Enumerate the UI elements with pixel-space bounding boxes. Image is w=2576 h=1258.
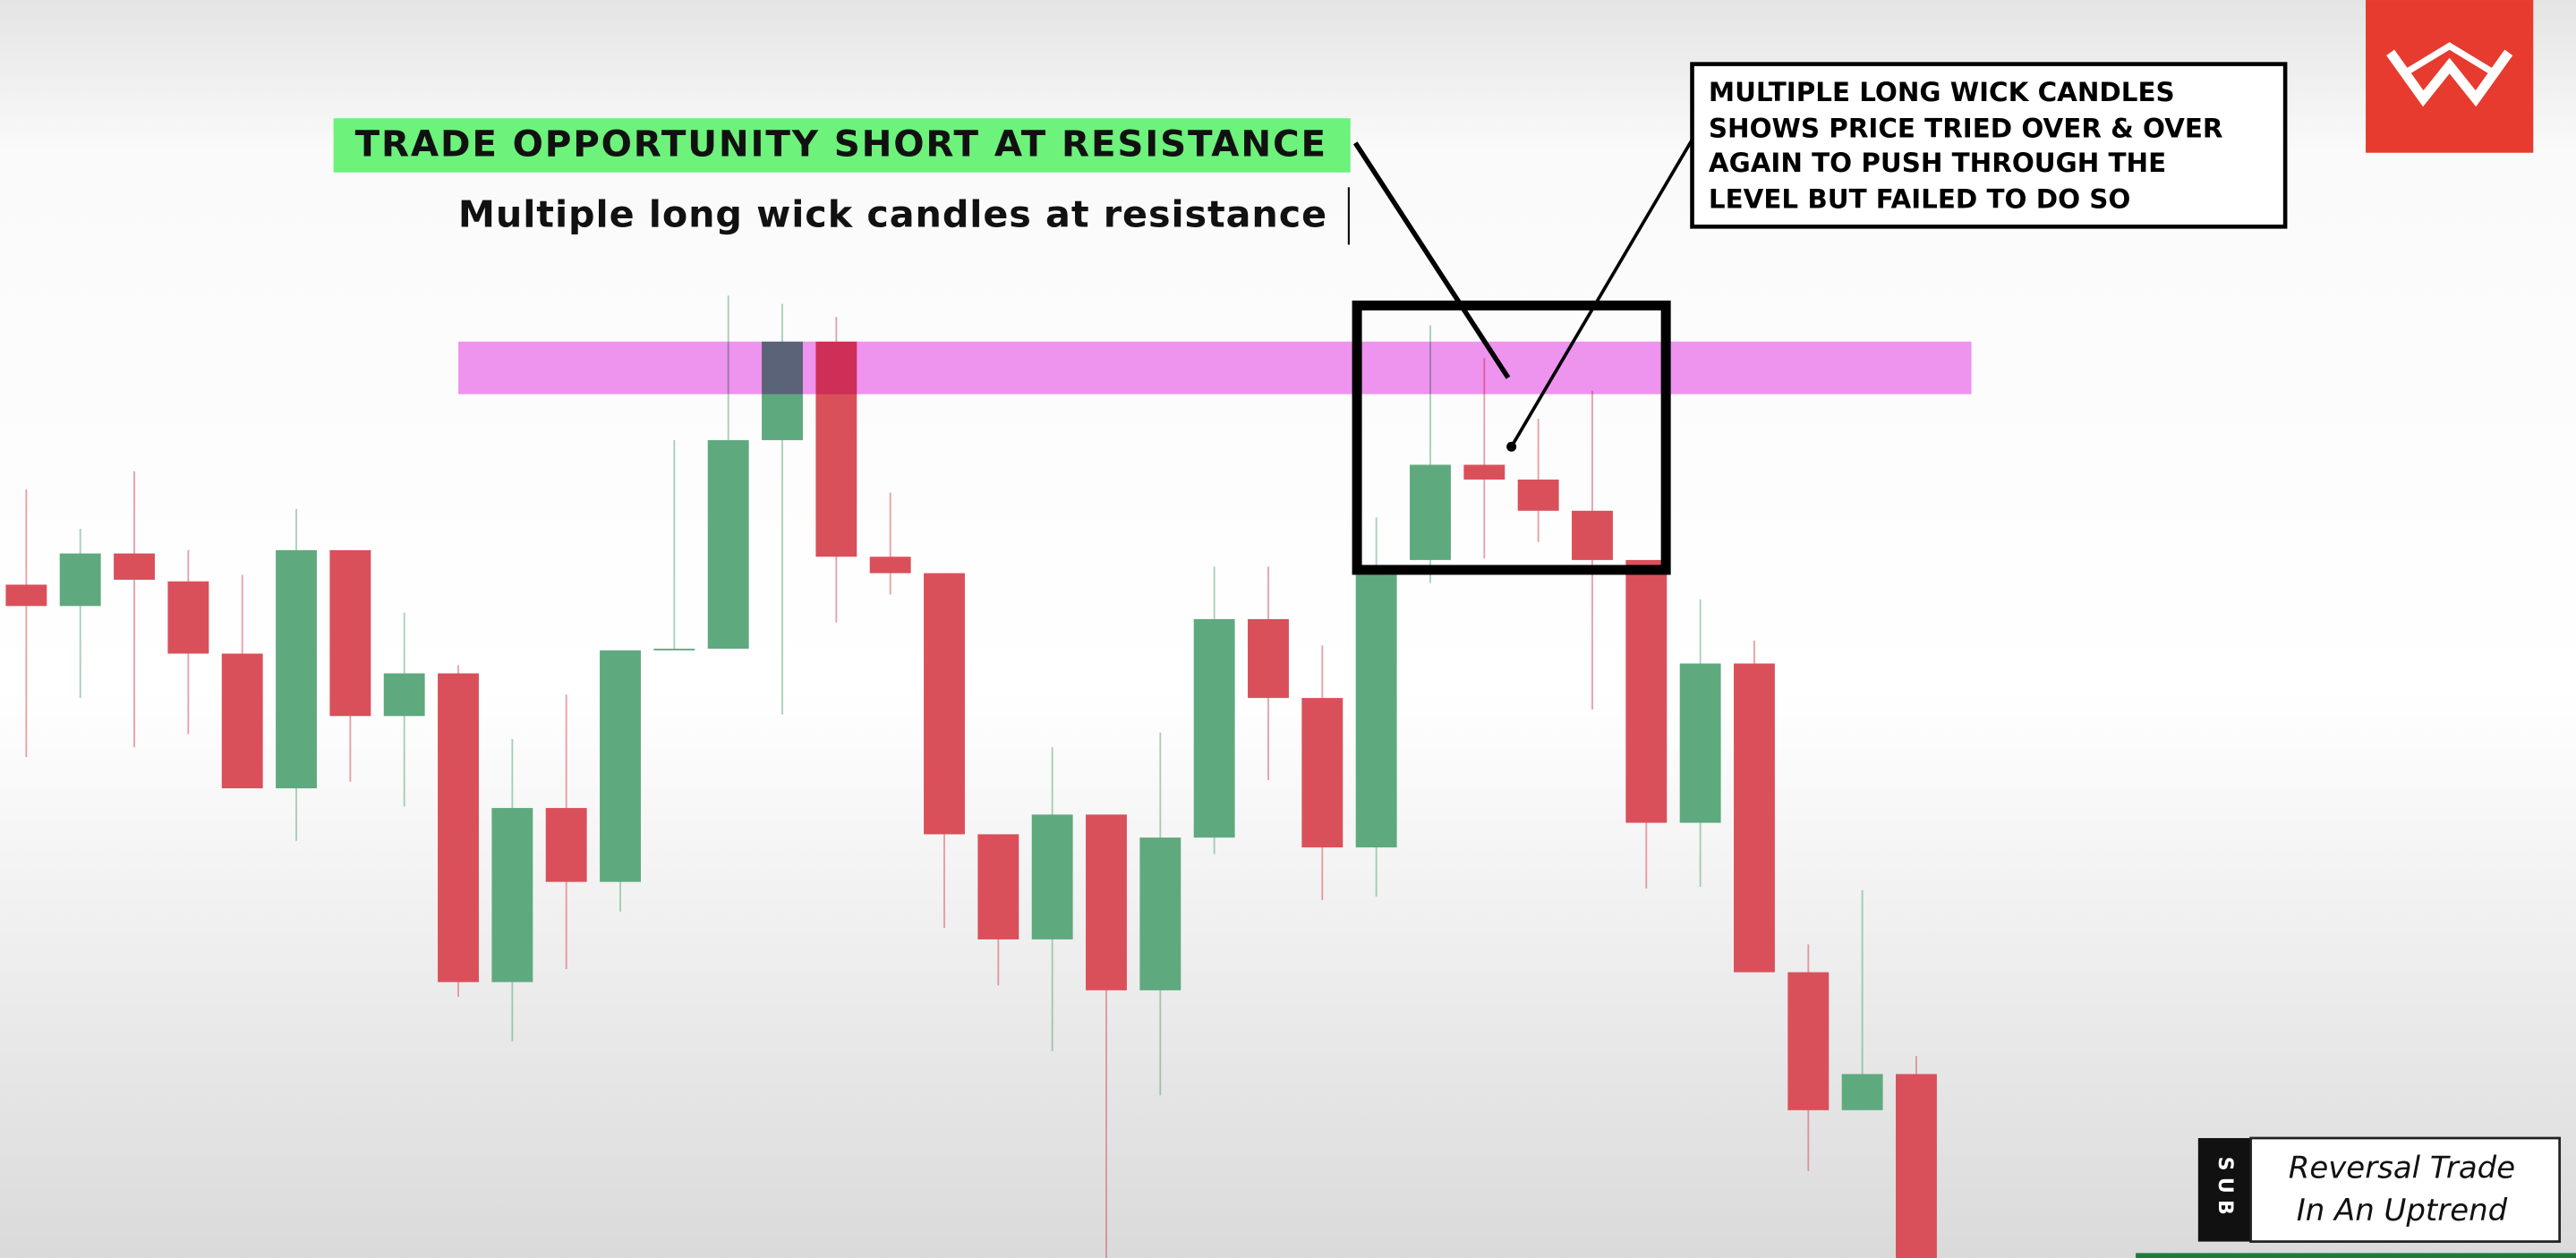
candle-body — [221, 653, 263, 789]
candle-body — [545, 808, 587, 882]
candle-body — [491, 808, 533, 982]
candle-body — [653, 649, 695, 650]
logo-mark — [2386, 49, 2513, 107]
candle-body — [1679, 663, 1721, 823]
callout-line: AGAIN TO PUSH THROUGH THE — [1709, 148, 2166, 178]
pointer-line — [1352, 141, 1511, 379]
highlight-box — [1352, 300, 1671, 575]
candle-body — [600, 650, 641, 882]
pointer-line — [1510, 139, 1694, 448]
badge-box — [2249, 1136, 2562, 1244]
candle-body — [869, 557, 911, 574]
logo — [2366, 0, 2534, 153]
callout-line: MULTIPLE LONG WICK CANDLES — [1709, 77, 2175, 107]
candle-body — [114, 553, 155, 580]
candle-body — [59, 553, 101, 607]
candle-body — [1517, 479, 1559, 511]
pointer-dot — [1506, 441, 1517, 452]
candle-body — [1139, 837, 1181, 990]
candle-body — [1841, 1074, 1883, 1110]
headline: TRADE OPPORTUNITY SHORT AT RESISTANCE — [355, 123, 1327, 165]
candle-body — [383, 673, 425, 717]
callout-line: LEVEL BUT FAILED TO DO SO — [1709, 183, 2130, 214]
candle-body — [1410, 464, 1451, 560]
candle-body — [1355, 574, 1397, 848]
candle-body — [1787, 972, 1830, 1110]
candle-body — [1625, 559, 1668, 823]
candle-body — [1896, 1074, 1937, 1258]
candle-body — [1193, 618, 1235, 838]
badge-text: In An Uptrend — [2297, 1193, 2508, 1228]
candle-body — [1248, 618, 1289, 699]
candle-body — [1572, 510, 1613, 560]
badge-text: Reversal Trade — [2289, 1150, 2515, 1186]
candle-body — [276, 549, 317, 789]
headline-bg — [333, 118, 1351, 173]
badge-label: SUB — [2213, 1157, 2236, 1222]
candle-body — [977, 834, 1019, 939]
candle-body — [1734, 663, 1775, 973]
callout-line: SHOWS PRICE TRIED OVER & OVER — [1709, 114, 2223, 144]
candle-body — [707, 439, 749, 650]
candle-body — [1031, 814, 1073, 939]
callout-box — [1690, 62, 2288, 229]
candle-body — [329, 549, 371, 717]
subtitle: Multiple long wick candles at resistance — [458, 192, 1327, 235]
resistance-zone — [458, 341, 1972, 395]
badge-tab — [2197, 1137, 2251, 1242]
logo-mark — [2401, 42, 2497, 77]
candle-body — [1086, 814, 1127, 990]
candle-body — [924, 573, 965, 835]
candle-body — [1463, 464, 1506, 480]
candle-body — [5, 584, 47, 607]
candle-body — [167, 581, 209, 654]
candle-body — [438, 673, 479, 982]
candle-body — [1301, 698, 1343, 848]
